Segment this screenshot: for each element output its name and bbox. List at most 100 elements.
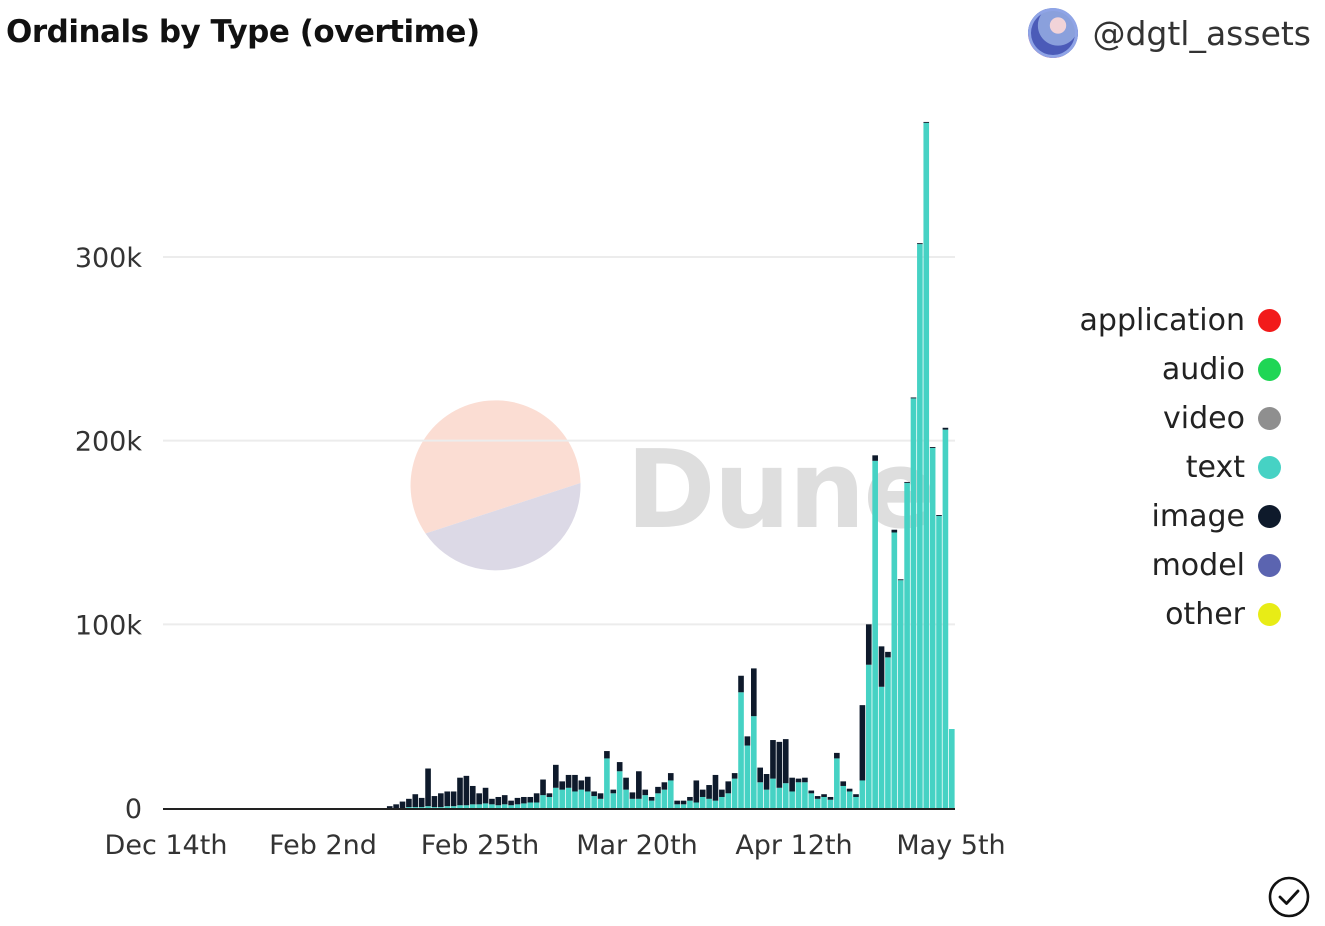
bar-image — [457, 777, 463, 806]
watermark-logo-bottom — [425, 483, 581, 571]
bar-image — [667, 773, 674, 781]
bar-text — [744, 745, 751, 808]
author-handle[interactable]: @dgtl_assets — [1092, 13, 1311, 53]
bar-text — [597, 798, 604, 808]
check-circle-icon[interactable] — [1268, 876, 1310, 918]
legend-label: video — [1163, 401, 1245, 436]
bar-text — [591, 796, 597, 808]
bar-image — [489, 798, 495, 805]
bar-text — [834, 758, 840, 808]
bar-text — [859, 780, 866, 808]
bar-image — [751, 668, 757, 717]
bar-image — [386, 806, 393, 808]
bar-text — [891, 532, 898, 808]
bar-image — [418, 797, 425, 808]
bar-text — [757, 782, 763, 808]
avatar[interactable] — [1028, 8, 1079, 58]
legend-item-application[interactable]: application — [1080, 296, 1281, 345]
bar-text — [802, 782, 808, 808]
bar-text — [904, 482, 910, 808]
x-tick-label: Mar 20th — [576, 830, 698, 861]
bar-text — [508, 805, 514, 808]
bar-image — [795, 778, 802, 783]
bar-text — [655, 793, 661, 808]
bar-image — [444, 791, 451, 807]
bar-image — [885, 651, 891, 658]
legend: application audio video text image model other — [1080, 296, 1281, 639]
bar-image — [565, 774, 572, 788]
legend-item-image[interactable]: image — [1080, 492, 1281, 541]
bar-text — [553, 787, 559, 808]
author-badge[interactable]: @dgtl_assets — [1028, 8, 1311, 58]
bar-image — [808, 790, 815, 794]
bar-text — [642, 795, 649, 808]
bar-text — [412, 807, 419, 808]
bar-text — [770, 778, 776, 808]
bar-text — [623, 789, 629, 808]
bar-image — [661, 782, 668, 790]
legend-item-audio[interactable]: audio — [1080, 345, 1281, 394]
bar-image — [597, 793, 604, 799]
bar-text — [610, 793, 617, 808]
bar-image — [853, 794, 859, 797]
bar-text — [942, 429, 949, 808]
bar-text — [431, 807, 438, 808]
bar-image — [770, 740, 776, 779]
bar-image — [431, 796, 438, 808]
bar-text — [776, 787, 783, 808]
bar-text — [846, 791, 853, 808]
bar-text — [731, 778, 738, 808]
bar-image — [834, 752, 840, 759]
x-axis: Dec 14th Feb 2nd Feb 25th Mar 20th Apr 12th M… — [105, 830, 1006, 861]
bar-text — [929, 447, 936, 808]
bar-text — [406, 807, 412, 808]
watermark-text: Dune — [626, 428, 935, 553]
bar-text — [559, 789, 565, 808]
legend-item-text[interactable]: text — [1080, 443, 1281, 492]
bar-text — [821, 796, 827, 808]
bar-text — [910, 398, 917, 808]
bar-text — [719, 796, 725, 808]
bar-text — [865, 664, 872, 808]
bar-image — [591, 791, 597, 797]
bar-text — [572, 791, 578, 808]
bar-text — [712, 800, 719, 808]
bar-image — [482, 787, 489, 804]
bar-text — [667, 780, 674, 808]
bar-text — [578, 789, 585, 808]
bar-image — [469, 785, 476, 805]
bar-text — [706, 798, 712, 808]
bar-text — [936, 515, 942, 808]
bar-image — [425, 768, 431, 807]
bar-image — [763, 774, 770, 790]
bar-image — [508, 800, 514, 806]
bar-image — [450, 791, 457, 807]
bar-text — [680, 804, 687, 808]
bar-image — [463, 775, 470, 806]
bar-text — [533, 802, 540, 808]
bar-text — [853, 796, 859, 808]
bar-text — [527, 802, 534, 808]
bar-image — [757, 767, 763, 783]
bar-image — [559, 781, 565, 790]
bar-text — [438, 807, 444, 808]
y-tick-label: 200k — [75, 427, 143, 458]
bar-image — [865, 624, 872, 665]
bar-image — [744, 736, 751, 746]
bars — [386, 121, 955, 809]
legend-item-video[interactable]: video — [1080, 394, 1281, 443]
bar-text — [897, 580, 904, 808]
bar-image — [604, 751, 610, 759]
legend-item-other[interactable]: other — [1080, 590, 1281, 639]
bar-image — [712, 774, 719, 801]
legend-swatch — [1258, 456, 1281, 479]
bar-text — [725, 793, 732, 808]
bar-text — [469, 804, 476, 808]
bar-text — [476, 804, 482, 808]
x-tick-label: Feb 25th — [421, 830, 539, 861]
bar-text — [418, 807, 425, 808]
legend-item-model[interactable]: model — [1080, 541, 1281, 590]
legend-swatch — [1258, 309, 1281, 332]
bar-image — [584, 776, 591, 792]
bar-image — [910, 397, 917, 399]
